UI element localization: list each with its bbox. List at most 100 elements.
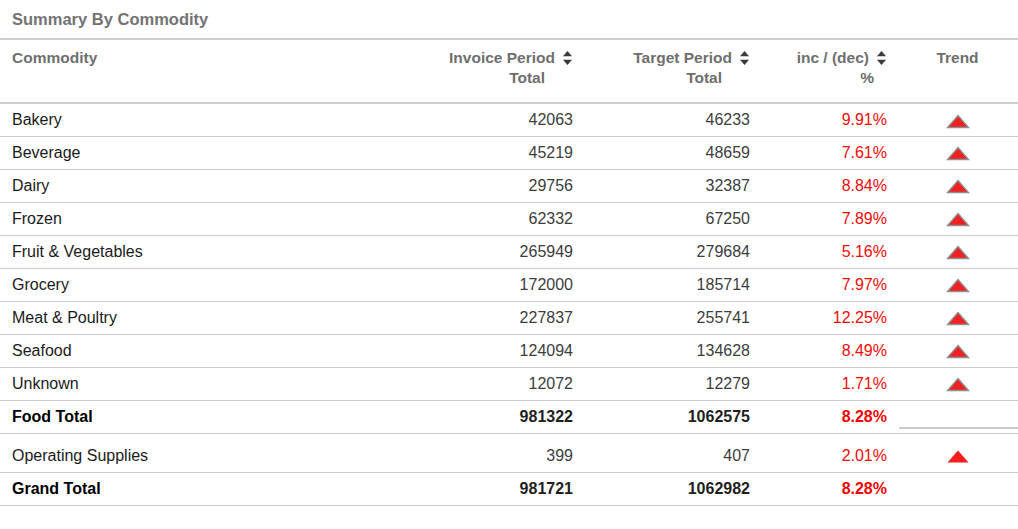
target-total-value: 134628	[697, 342, 750, 359]
row-bakery: Bakery42063462339.91%	[0, 103, 1018, 136]
pct-cell: 2.01%	[760, 433, 897, 472]
header-target-label: Target Period	[633, 49, 732, 67]
commodity-cell: Grocery	[0, 268, 420, 301]
target-total-cell: 1062575	[583, 400, 760, 433]
invoice-total-value: 124094	[520, 342, 573, 359]
target-total-cell: 46233	[583, 103, 760, 136]
target-total-cell: 407	[583, 433, 760, 472]
pct-value: 8.28%	[842, 408, 887, 425]
sort-up-down-icon[interactable]	[562, 50, 573, 66]
invoice-total-value: 981721	[520, 480, 573, 497]
table-body: Bakery42063462339.91%Beverage45219486597…	[0, 103, 1018, 505]
commodity-cell: Seafood	[0, 334, 420, 367]
commodity-label: Fruit & Vegetables	[12, 243, 143, 260]
invoice-total-value: 227837	[520, 309, 573, 326]
panel-title: Summary By Commodity	[0, 0, 1018, 40]
commodity-cell: Beverage	[0, 136, 420, 169]
trend-cell	[897, 400, 1018, 433]
invoice-total-cell: 12072	[420, 367, 583, 400]
header-trend-label: Trend	[936, 49, 978, 66]
invoice-total-cell: 42063	[420, 103, 583, 136]
target-total-cell: 134628	[583, 334, 760, 367]
invoice-total-cell: 29756	[420, 169, 583, 202]
trend-cell	[897, 334, 1018, 367]
pct-value: 7.61%	[842, 144, 887, 161]
trend-cell	[897, 235, 1018, 268]
trend-cell	[897, 103, 1018, 136]
commodity-cell: Meat & Poultry	[0, 301, 420, 334]
pct-cell: 1.71%	[760, 367, 897, 400]
row-frozen: Frozen62332672507.89%	[0, 202, 1018, 235]
target-total-cell: 1062982	[583, 472, 760, 505]
triangle-up-icon	[946, 278, 970, 293]
summary-by-commodity-panel: Summary By Commodity Commodity Invoice P…	[0, 0, 1018, 529]
invoice-total-cell: 227837	[420, 301, 583, 334]
invoice-total-cell: 399	[420, 433, 583, 472]
trend-cell	[897, 202, 1018, 235]
sort-up-down-icon[interactable]	[739, 50, 750, 66]
header-invoice-period-total[interactable]: Invoice Period Total	[420, 40, 583, 103]
sort-up-down-icon[interactable]	[876, 50, 887, 66]
row-unknown: Unknown 12072122791.71%	[0, 367, 1018, 400]
invoice-total-value: 42063	[529, 111, 574, 128]
invoice-total-cell: 62332	[420, 202, 583, 235]
pct-value: 8.84%	[842, 177, 887, 194]
header-pct-label-line2: %	[860, 67, 874, 88]
commodity-cell: Unknown	[0, 367, 420, 400]
invoice-total-cell: 45219	[420, 136, 583, 169]
trend-cell	[897, 169, 1018, 202]
triangle-up-icon	[946, 245, 970, 260]
header-target-period-total[interactable]: Target Period Total	[583, 40, 760, 103]
invoice-total-cell: 172000	[420, 268, 583, 301]
triangle-up-icon	[946, 114, 970, 129]
header-commodity: Commodity	[0, 40, 420, 103]
commodity-cell: Frozen	[0, 202, 420, 235]
commodity-cell: Grand Total	[0, 472, 420, 505]
row-dairy: Dairy 29756 32387 8.84%	[0, 169, 1018, 202]
header-pct-label: inc / (dec)	[797, 49, 869, 67]
header-row: Commodity Invoice Period Total	[0, 40, 1018, 103]
commodity-label: Grocery	[12, 276, 69, 293]
header-inc-dec-pct[interactable]: inc / (dec) %	[760, 40, 897, 103]
row-seafood: Seafood1240941346288.49%	[0, 334, 1018, 367]
commodity-label: Beverage	[12, 144, 81, 161]
row-beverage: Beverage 45219 48659 7.61%	[0, 136, 1018, 169]
row-operating-supplies: Operating Supplies 3994072.01%	[0, 433, 1018, 472]
row-meat-poultry: Meat & Poultry 227837 25574112.25%	[0, 301, 1018, 334]
invoice-total-cell: 124094	[420, 334, 583, 367]
pct-cell: 12.25%	[760, 301, 897, 334]
commodity-cell: Food Total	[0, 400, 420, 433]
row-fruit-vegetables: Fruit & Vegetables2659492796845.16%	[0, 235, 1018, 268]
trend-cell	[897, 136, 1018, 169]
triangle-up-icon	[946, 146, 970, 161]
target-total-cell: 255741	[583, 301, 760, 334]
row-grocery: Grocery 172000185714 7.97%	[0, 268, 1018, 301]
commodity-label: Unknown	[12, 375, 79, 392]
pct-cell: 5.16%	[760, 235, 897, 268]
header-target-label-line2: Total	[686, 67, 722, 88]
target-total-cell: 12279	[583, 367, 760, 400]
header-invoice-label: Invoice Period	[449, 49, 555, 67]
trend-cell	[897, 433, 1018, 472]
target-total-cell: 185714	[583, 268, 760, 301]
invoice-total-cell: 981322	[420, 400, 583, 433]
commodity-cell: Dairy	[0, 169, 420, 202]
invoice-total-value: 981322	[520, 408, 573, 425]
pct-value: 9.91%	[842, 111, 887, 128]
triangle-up-icon	[946, 179, 970, 194]
commodity-label: Seafood	[12, 342, 72, 359]
pct-value: 7.97%	[842, 276, 887, 293]
commodity-label: Grand Total	[12, 480, 101, 497]
row-grand-total: Grand Total98172110629828.28%	[0, 472, 1018, 505]
commodity-label: Frozen	[12, 210, 62, 227]
target-total-cell: 48659	[583, 136, 760, 169]
pct-cell: 7.61%	[760, 136, 897, 169]
trend-cell	[897, 301, 1018, 334]
commodity-label: Operating Supplies	[12, 447, 148, 464]
target-total-value: 32387	[706, 177, 751, 194]
commodity-cell: Fruit & Vegetables	[0, 235, 420, 268]
target-total-value: 48659	[706, 144, 751, 161]
invoice-total-value: 265949	[520, 243, 573, 260]
invoice-total-value: 29756	[529, 177, 574, 194]
target-total-value: 1062982	[688, 480, 750, 497]
